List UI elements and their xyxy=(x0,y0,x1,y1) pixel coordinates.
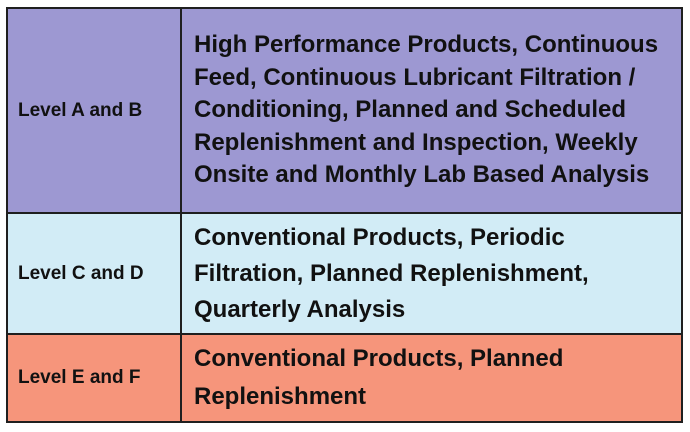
service-levels-table: Level A and B High Performance Products,… xyxy=(6,7,683,423)
description-cell: Conventional Products, Periodic Filtrati… xyxy=(194,223,589,323)
level-cell: Level E and F xyxy=(8,335,182,421)
table-row: Level C and D Conventional Products, Per… xyxy=(8,214,681,335)
table-row: Level A and B High Performance Products,… xyxy=(8,9,681,214)
description-cell: High Performance Products, Continuous Fe… xyxy=(194,31,659,189)
description-cell: Conventional Products, Planned Replenish… xyxy=(194,345,564,410)
table-row: Level E and F Conventional Products, Pla… xyxy=(8,335,681,421)
level-cell: Level C and D xyxy=(8,214,182,333)
level-cell: Level A and B xyxy=(8,9,182,212)
